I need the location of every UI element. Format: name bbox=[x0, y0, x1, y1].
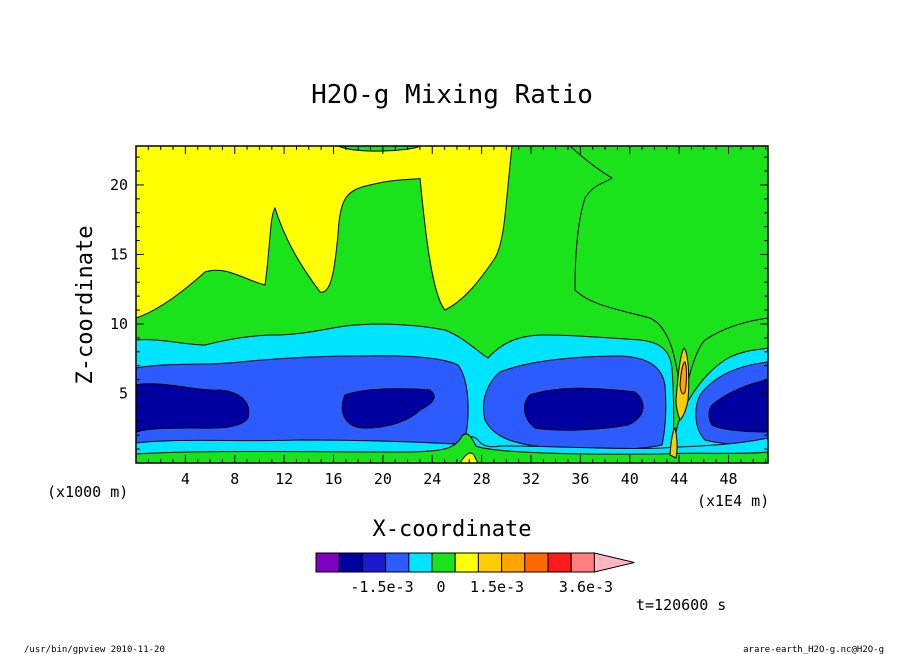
field-navy bbox=[136, 383, 250, 433]
x-tick-label: 36 bbox=[571, 470, 589, 488]
y-tick-label: 10 bbox=[110, 315, 128, 333]
colorbar-label: 3.6e-3 bbox=[559, 578, 613, 596]
field-navy-3 bbox=[524, 387, 644, 431]
footer-left: /usr/bin/gpview 2010-11-20 bbox=[24, 645, 165, 654]
x-unit-right: (x1E4 m) bbox=[697, 492, 769, 510]
colorbar-swatch bbox=[454, 552, 479, 573]
y-tick-label: 20 bbox=[110, 176, 128, 194]
x-axis-label: X-coordinate bbox=[373, 517, 532, 542]
colorbar-arrow bbox=[593, 552, 635, 573]
x-unit-left: (x1000 m) bbox=[47, 483, 128, 501]
x-tick-label: 8 bbox=[230, 470, 239, 488]
field-green-bottom bbox=[136, 433, 768, 463]
colorbar-swatch bbox=[524, 552, 549, 573]
colorbar bbox=[315, 552, 635, 573]
colorbar-swatch bbox=[547, 552, 572, 573]
y-tick-label: 5 bbox=[119, 384, 128, 402]
colorbar-swatch bbox=[408, 552, 433, 573]
footer-right: arare-earth_H2O-g.nc@H2O-g bbox=[743, 645, 884, 654]
colorbar-swatch bbox=[315, 552, 340, 573]
x-tick-label: 12 bbox=[275, 470, 293, 488]
colorbar-swatch bbox=[338, 552, 363, 573]
colorbar-swatch bbox=[361, 552, 387, 573]
x-tick-label: 40 bbox=[621, 470, 639, 488]
plot-frame bbox=[135, 145, 769, 464]
y-tick-label: 15 bbox=[110, 245, 128, 263]
colorbar-swatch bbox=[431, 552, 456, 573]
colorbar-swatch bbox=[385, 552, 410, 573]
x-tick-label: 48 bbox=[719, 470, 737, 488]
y-axis-label: Z-coordinate bbox=[73, 226, 98, 385]
x-tick-label: 4 bbox=[181, 470, 190, 488]
x-tick-label: 20 bbox=[374, 470, 392, 488]
plot-area bbox=[136, 146, 768, 463]
time-label: t=120600 s bbox=[636, 596, 726, 614]
y-ticks: 5 10 15 20 bbox=[110, 156, 768, 450]
colorbar-label: 1.5e-3 bbox=[470, 578, 524, 596]
colorbar-swatch bbox=[477, 552, 503, 573]
x-tick-label: 32 bbox=[522, 470, 540, 488]
chart-title: H2O-g Mixing Ratio bbox=[311, 80, 593, 110]
x-tick-label: 44 bbox=[670, 470, 688, 488]
field-navy-2 bbox=[341, 388, 435, 429]
x-tick-label: 28 bbox=[473, 470, 491, 488]
colorbar-label: -1.5e-3 bbox=[350, 578, 413, 596]
x-tick-label: 16 bbox=[324, 470, 342, 488]
field-orange-low bbox=[669, 427, 678, 459]
colorbar-swatch bbox=[501, 552, 526, 573]
colorbar-labels: -1.5e-3 0 1.5e-3 3.6e-3 bbox=[350, 578, 613, 596]
colorbar-swatch bbox=[570, 552, 595, 573]
x-ticks: 4 8 12 16 20 24 28 32 36 40 44 48 bbox=[147, 146, 767, 488]
colorbar-label: 0 bbox=[436, 578, 445, 596]
field-orange-core bbox=[679, 361, 687, 395]
field-navy-4 bbox=[708, 379, 768, 433]
x-tick-label: 24 bbox=[423, 470, 441, 488]
